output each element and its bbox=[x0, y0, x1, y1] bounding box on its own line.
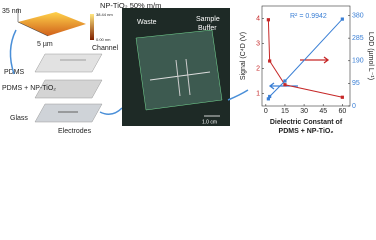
x-tick-label: 30 bbox=[300, 108, 308, 115]
glass-label: Glass bbox=[10, 115, 28, 122]
x-tick-label: 15 bbox=[281, 108, 289, 115]
channel-label: Channel bbox=[92, 45, 119, 52]
afm-scale-max: 38.44 nm bbox=[96, 12, 113, 17]
sample-label: Sample bbox=[196, 16, 220, 23]
x-axis-title: Dielectric Constant of bbox=[270, 119, 343, 126]
afm-scale-min: 0.00 nm bbox=[96, 37, 111, 42]
afm-height: 35 nm bbox=[2, 8, 22, 15]
y2-tick-label: 285 bbox=[352, 35, 364, 42]
point bbox=[340, 17, 344, 21]
x-tick-label: 0 bbox=[264, 108, 268, 115]
point bbox=[268, 59, 272, 63]
figure: NP-TiO₂ 50% m/m 35 nm 5 µm 38.44 nm 0.00… bbox=[2, 1, 374, 135]
series-line bbox=[267, 18, 343, 100]
y2-tick-label: 95 bbox=[352, 80, 360, 87]
chip-electrode bbox=[185, 58, 191, 96]
chip-channel bbox=[149, 71, 211, 81]
y2-tick-label: 190 bbox=[352, 58, 364, 65]
pdms-tio2-label: PDMS + NP-TiO₂ bbox=[2, 85, 56, 92]
arrow bbox=[99, 107, 123, 115]
glass-layer bbox=[34, 103, 103, 123]
x-tick-label: 60 bbox=[338, 108, 346, 115]
scale-label: 1.0 cm bbox=[202, 119, 217, 125]
series-line bbox=[267, 19, 343, 98]
electrodes-label: Electrodes bbox=[58, 128, 92, 135]
y2-tick-label: 0 bbox=[352, 103, 356, 110]
y2-tick-label: 380 bbox=[352, 12, 364, 19]
afm-panel: NP-TiO₂ 50% m/m 35 nm 5 µm 38.44 nm 0.00… bbox=[2, 1, 161, 48]
y-tick-label: 1 bbox=[256, 90, 260, 97]
y-tick-label: 4 bbox=[256, 15, 260, 22]
point bbox=[268, 94, 272, 99]
point bbox=[340, 95, 344, 99]
afm-width: 5 µm bbox=[37, 41, 53, 48]
afm-color-scale bbox=[90, 14, 94, 40]
chip-electrode bbox=[175, 59, 181, 97]
arrow bbox=[227, 89, 249, 101]
y-axis-title: Signal (C⁴D (V) bbox=[240, 32, 247, 80]
pdms-label: PDMS bbox=[4, 69, 25, 76]
waste-label: Waste bbox=[137, 19, 157, 26]
point bbox=[283, 83, 287, 87]
y-tick-label: 3 bbox=[256, 40, 260, 47]
annotation: R² = 0.9942 bbox=[290, 13, 327, 20]
y2-axis-title: LOD (µmol L⁻¹) bbox=[367, 32, 374, 80]
afm-axis bbox=[17, 21, 49, 37]
layers: Channel PDMS PDMS + NP-TiO₂ Glass Electr… bbox=[2, 29, 123, 135]
buffer-label: Buffer bbox=[198, 25, 217, 32]
point bbox=[266, 97, 270, 101]
afm-surface bbox=[18, 12, 86, 36]
chip bbox=[135, 29, 223, 111]
pdms-layer bbox=[34, 53, 103, 73]
y-tick-label: 2 bbox=[256, 65, 260, 72]
chart: Signal (C⁴D (V) LOD (µmol L⁻¹) Dielectri… bbox=[240, 5, 374, 135]
x-tick-label: 45 bbox=[319, 108, 327, 115]
photo-panel: Waste Sample Buffer 1.0 cm bbox=[122, 8, 230, 126]
x-axis-title: PDMS + NP-TiO₂ bbox=[279, 128, 334, 135]
arrow bbox=[9, 29, 17, 75]
point bbox=[266, 18, 270, 22]
plot-frame bbox=[261, 5, 351, 107]
afm-title: NP-TiO₂ 50% m/m bbox=[100, 1, 161, 10]
point bbox=[283, 79, 287, 83]
pdms-tio2-layer bbox=[34, 79, 103, 99]
